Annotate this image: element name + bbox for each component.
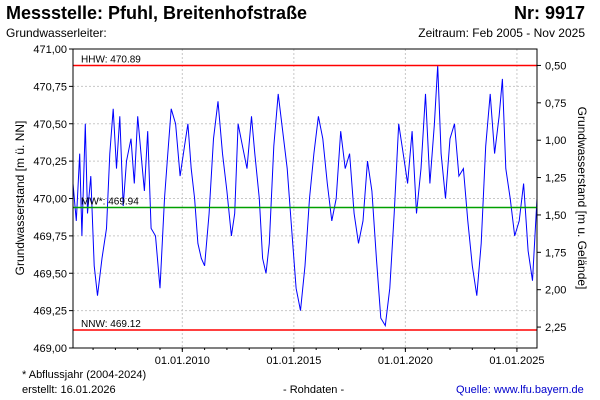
page-title: Messstelle: Pfuhl, Breitenhofstraße — [6, 3, 308, 23]
y-right-tick-label: 0,50 — [545, 60, 566, 72]
x-tick-label: 01.01.2025 — [489, 355, 544, 367]
period-label: Zeitraum: Feb 2005 - Nov 2025 — [418, 26, 585, 40]
source-link[interactable]: Quelle: www.lfu.bayern.de — [456, 384, 584, 396]
y-tick-label: 469,50 — [33, 268, 67, 280]
data-type-label: - Rohdaten - — [283, 384, 345, 396]
y-right-tick-label: 1,50 — [545, 210, 566, 222]
y-right-tick-label: 1,00 — [545, 135, 566, 147]
y-right-tick-label: 1,25 — [545, 173, 566, 185]
y-right-tick-label: 0,75 — [545, 98, 566, 110]
reference-line-label: NNW: 469.12 — [81, 319, 141, 330]
x-tick-label: 01.01.2015 — [266, 355, 321, 367]
y-tick-label: 469,00 — [33, 343, 67, 355]
y-tick-label: 470,75 — [33, 81, 67, 93]
y-right-tick-label: 1,75 — [545, 247, 566, 259]
reference-line-label: HHW: 470.89 — [81, 54, 141, 65]
created-date: erstellt: 16.01.2026 — [22, 384, 116, 396]
y-right-tick-label: 2,00 — [545, 285, 566, 297]
plot-frame — [72, 48, 538, 349]
station-number: Nr: 9917 — [513, 3, 585, 23]
y-tick-label: 469,75 — [33, 231, 67, 243]
y-axis-label-right: Grundwasserstand [m u. Gelände] — [575, 106, 589, 290]
y-tick-label: 470,00 — [33, 194, 67, 206]
y-tick-label: 470,25 — [33, 156, 67, 168]
y-tick-label: 470,50 — [33, 119, 67, 131]
y-axis-label-left: Grundwasserstand [m ü. NN] — [13, 120, 27, 276]
y-tick-label: 469,25 — [33, 306, 67, 318]
x-tick-label: 01.01.2010 — [155, 355, 210, 367]
groundwater-series-line — [72, 65, 538, 328]
aquifer-label: Grundwasserleiter: — [6, 26, 107, 40]
footnote: * Abflussjahr (2004-2024) — [22, 369, 147, 381]
y-tick-label: 471,00 — [33, 44, 67, 56]
x-tick-label: 01.01.2020 — [378, 355, 433, 367]
reference-line-label: MW*: 469.94 — [81, 196, 139, 207]
y-right-tick-label: 2,25 — [545, 322, 566, 334]
